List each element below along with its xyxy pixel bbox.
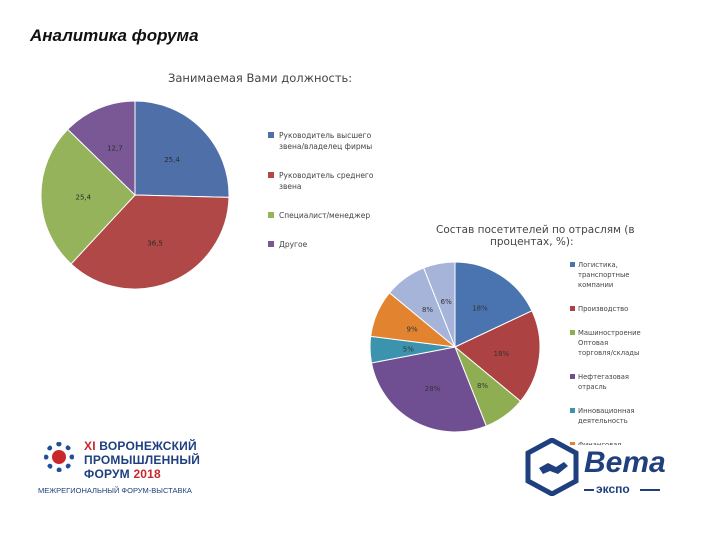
chart-1-slice xyxy=(134,100,230,198)
legend-swatch xyxy=(268,132,274,138)
logo-rule-left xyxy=(584,489,594,491)
slide-title: Аналитика форума xyxy=(30,26,199,45)
chart-1-slice xyxy=(66,100,136,197)
legend-label: Оптовая xyxy=(578,339,608,347)
legend-swatch xyxy=(570,408,575,413)
legend-swatch xyxy=(570,330,575,335)
legend-swatch xyxy=(268,172,274,178)
legend-label: Инновационная xyxy=(578,407,635,415)
chart-2-data-label: 8% xyxy=(477,382,488,390)
legend-label: Нефтегазовая xyxy=(578,373,629,381)
chart-2-data-label: 18% xyxy=(472,305,488,313)
veta-logo-word: Вета xyxy=(584,446,666,479)
handshake-hexagon-icon xyxy=(525,437,579,497)
chart-2-data-label: 18% xyxy=(494,350,510,358)
legend-swatch xyxy=(268,212,274,218)
forum-logo-line1: XI ВОРОНЕЖСКИЙ xyxy=(84,439,197,453)
chart-2-slice xyxy=(454,310,541,402)
gear-center-icon xyxy=(52,450,66,464)
legend-label: Специалист/менеджер xyxy=(279,211,370,220)
legend-label: отрасль xyxy=(578,383,607,391)
chart-2-slice xyxy=(370,346,487,433)
chart-1-data-label: 12,7 xyxy=(107,144,123,152)
legend-label: Руководитель высшего xyxy=(279,131,372,140)
legend-label: деятельность xyxy=(578,417,628,425)
chart-2-data-label: 9% xyxy=(407,325,418,333)
chart-title: процентах, %): xyxy=(490,236,573,248)
legend-swatch xyxy=(570,374,575,379)
legend-label: Руководитель среднего xyxy=(279,171,374,180)
chart-2-data-label: 6% xyxy=(441,298,452,306)
logo-rule-right xyxy=(640,489,660,491)
veta-expo-logo: Вета экспо xyxy=(524,437,674,498)
industry-pie-chart: Состав посетителей по отраслям (впроцент… xyxy=(369,224,641,445)
legend-label: Другое xyxy=(279,240,308,249)
veta-logo-sub: экспо xyxy=(596,482,630,496)
forum-logo: XI ВОРОНЕЖСКИЙ ПРОМЫШЛЕННЫЙ ФОРУМ 2018 М… xyxy=(38,436,208,500)
legend-label: Логистика, xyxy=(578,261,618,269)
chart-2-data-label: 28% xyxy=(425,385,441,393)
legend-label: торговля/склады xyxy=(578,349,639,357)
legend-label: Машиностроение xyxy=(578,329,641,337)
chart-2-slice xyxy=(454,261,533,348)
forum-logo-sub: МЕЖРЕГИОНАЛЬНЫЙ ФОРУМ-ВЫСТАВКА xyxy=(38,486,192,495)
legend-label: Финансовая xyxy=(578,441,621,445)
chart-2-data-label: 5% xyxy=(403,346,414,354)
legend-label: транспортные xyxy=(578,271,630,279)
legend-swatch xyxy=(570,262,575,267)
legend-label: компании xyxy=(578,281,613,289)
chart-title: Занимаемая Вами должность: xyxy=(168,71,352,85)
position-pie-chart: Занимаемая Вами должность: 25,4 36,5 25,4 12… xyxy=(40,71,374,290)
legend-swatch xyxy=(268,241,274,247)
gear-icon xyxy=(44,442,74,472)
forum-logo-line3: ФОРУМ 2018 xyxy=(84,467,161,481)
legend-label: звена xyxy=(279,182,302,191)
chart-1-slice xyxy=(40,128,136,265)
chart-title: Состав посетителей по отраслям (в xyxy=(436,224,635,236)
legend-swatch xyxy=(570,442,575,445)
chart-2-data-label: 8% xyxy=(422,306,433,314)
chart-2-slice xyxy=(423,261,456,348)
chart-1-data-label: 25,4 xyxy=(76,193,92,201)
chart-1-slice xyxy=(70,194,230,290)
legend-label: звена/владелец фирмы xyxy=(279,142,372,151)
forum-logo-line2: ПРОМЫШЛЕННЫЙ xyxy=(84,453,201,467)
legend-swatch xyxy=(570,306,575,311)
legend-label: Производство xyxy=(578,305,628,313)
chart-1-data-label: 25,4 xyxy=(164,156,180,164)
chart-1-data-label: 36,5 xyxy=(147,240,163,248)
